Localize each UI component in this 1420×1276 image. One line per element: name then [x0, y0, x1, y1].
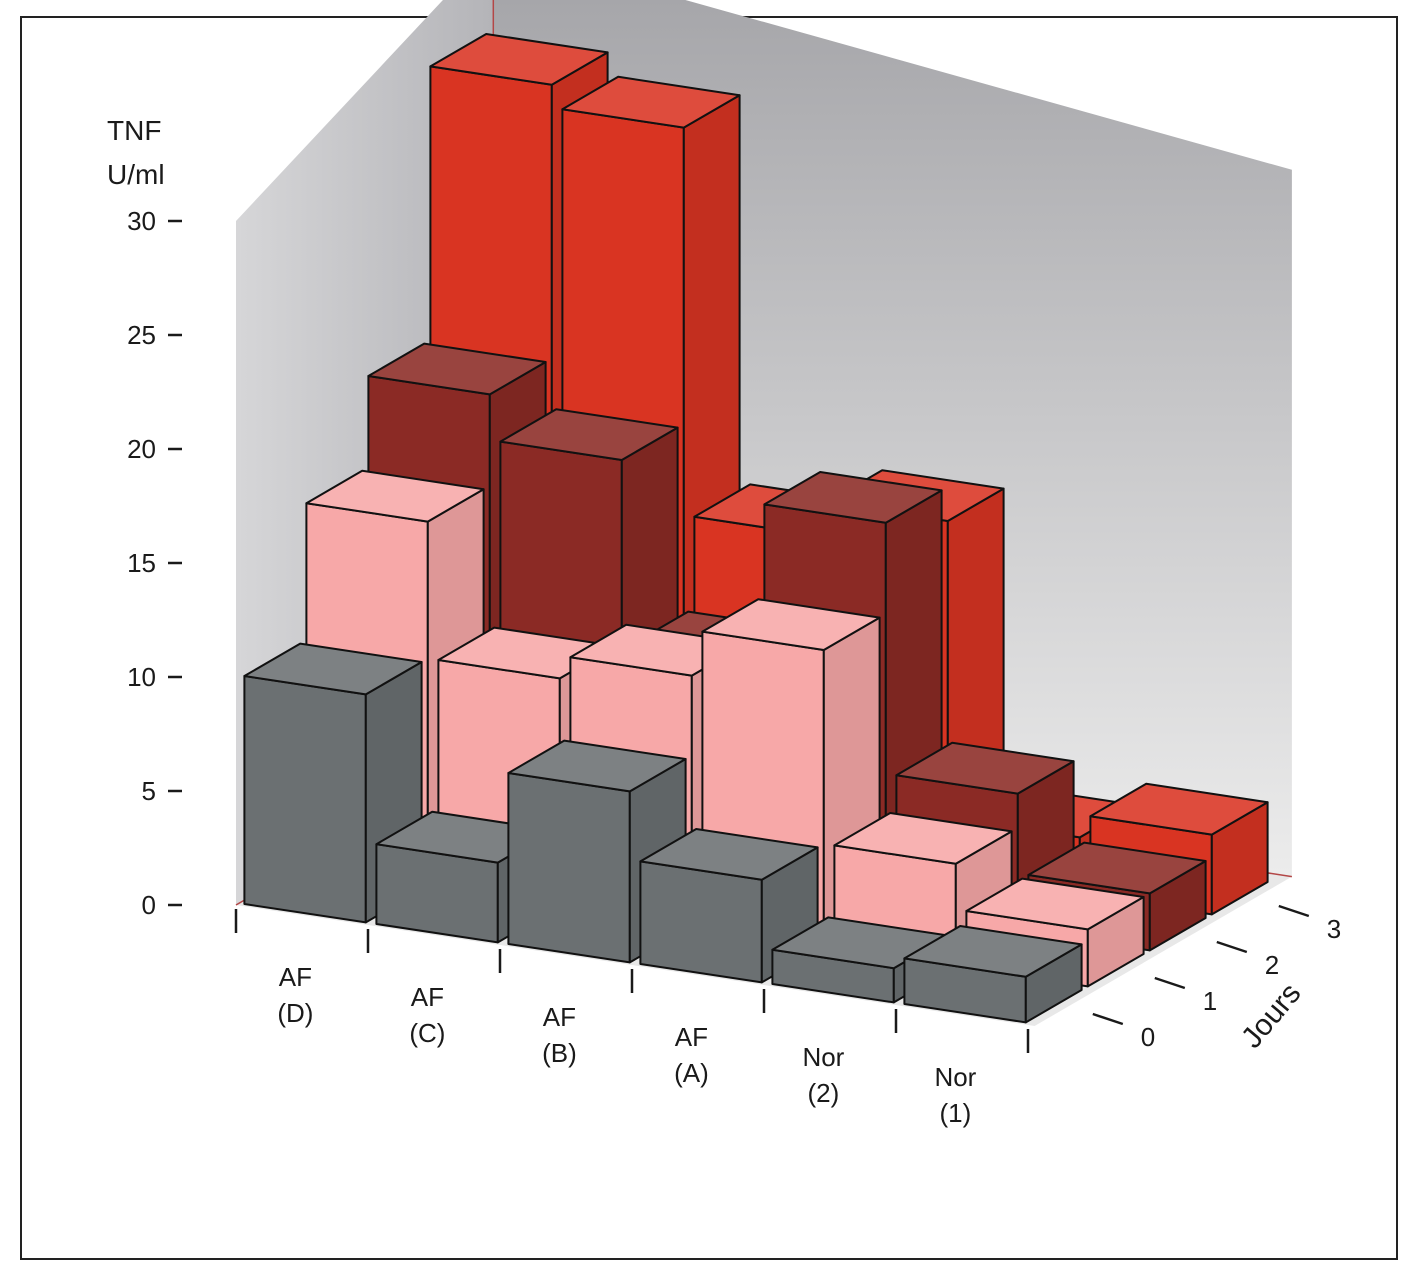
z-tick-label: 30 — [127, 206, 156, 236]
category-label-line-1: AF — [543, 1002, 576, 1032]
category-label-line-2: (2) — [808, 1078, 840, 1108]
category-label-line-2: (B) — [542, 1038, 577, 1068]
category-label: AF (B) — [542, 1002, 577, 1068]
bar-top-face — [507, 739, 687, 793]
category-label-line-1: AF — [279, 962, 312, 992]
category-label: Nor (1) — [934, 1062, 976, 1128]
bar-top-face — [561, 75, 741, 129]
z-tick-label: 20 — [127, 434, 156, 464]
z-tick-label: 0 — [142, 890, 156, 920]
category-label-line-2: (A) — [674, 1058, 709, 1088]
category-label-line-1: AF — [675, 1022, 708, 1052]
bar-top-face — [763, 471, 943, 524]
bar-front-face — [243, 675, 367, 924]
bar-top-face — [499, 408, 679, 461]
bar-top-face — [1027, 841, 1207, 895]
bar-front-face — [639, 860, 763, 984]
category-label-line-1: Nor — [802, 1042, 844, 1072]
y-tick-label: 3 — [1327, 914, 1341, 944]
y-tick-label: 0 — [1141, 1022, 1155, 1052]
z-axis-title: TNF U/ml — [107, 115, 165, 190]
bar-top-face — [1089, 782, 1269, 836]
y-tick-label: 1 — [1203, 986, 1217, 1016]
y-tick-mark — [1278, 904, 1310, 918]
z-tick-label: 5 — [142, 776, 156, 806]
bar-front-face — [507, 772, 631, 964]
axes: 051015202530AF(D)AF(C)AF(B)AF(A)Nor(2)No… — [127, 206, 1341, 1128]
z-axis-title-line-2: U/ml — [107, 159, 165, 190]
category-label-line-1: AF — [411, 982, 444, 1012]
bar-top-face — [639, 828, 819, 881]
y-tick-mark — [1216, 940, 1248, 954]
bar — [903, 925, 1083, 1024]
category-label-line-2: (C) — [409, 1018, 445, 1048]
bar-top-face — [367, 342, 547, 396]
y-tick-mark — [1092, 1012, 1124, 1026]
bar-top-face — [965, 877, 1145, 931]
category-label-line-2: (D) — [277, 998, 313, 1028]
bar-top-face — [833, 812, 1013, 865]
bar-top-face — [701, 598, 881, 651]
z-tick-label: 15 — [127, 548, 156, 578]
bar-top-face — [243, 642, 423, 696]
z-tick-label: 10 — [127, 662, 156, 692]
bars — [243, 33, 1269, 1024]
bar — [965, 877, 1145, 988]
category-label-line-1: Nor — [934, 1062, 976, 1092]
bar-top-face — [429, 33, 609, 86]
y-tick-label: 2 — [1265, 950, 1279, 980]
y-tick-mark — [1154, 976, 1186, 990]
category-label: AF (D) — [277, 962, 313, 1028]
bar-top-face — [895, 741, 1075, 795]
category-label: AF (C) — [409, 982, 445, 1048]
bar-top-face — [305, 469, 485, 523]
category-label-line-2: (1) — [940, 1098, 972, 1128]
bar-top-face — [903, 925, 1083, 978]
z-axis-title-line-1: TNF — [107, 115, 161, 146]
category-label: Nor (2) — [802, 1042, 844, 1108]
z-tick-label: 25 — [127, 320, 156, 350]
category-label: AF (A) — [674, 1022, 709, 1088]
